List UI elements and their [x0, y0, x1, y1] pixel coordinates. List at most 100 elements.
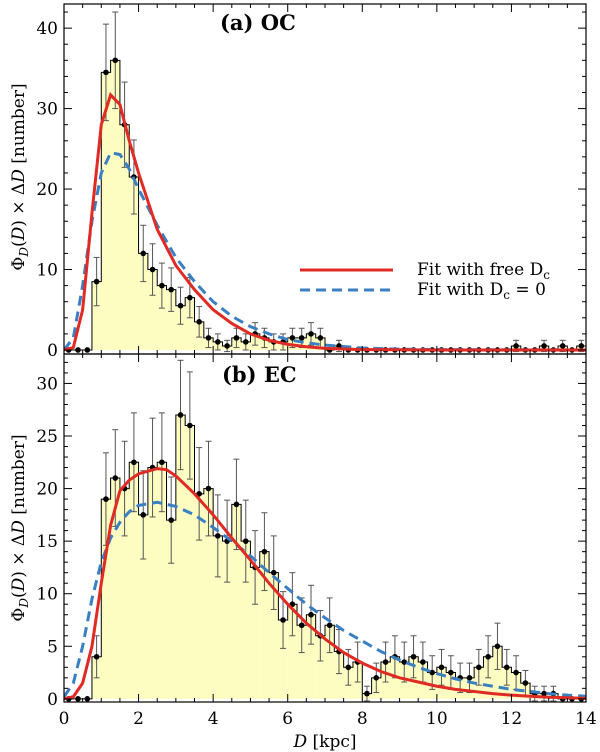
ylabel-ec: ΦD(D) × ΔD [number]	[9, 434, 31, 621]
histogram-bar	[278, 619, 288, 699]
data-point	[298, 335, 305, 341]
data-point	[103, 496, 109, 502]
data-point	[270, 569, 277, 576]
histogram-bar	[147, 467, 158, 699]
y-tick-label: 25	[36, 427, 58, 447]
x-tick-label: 2	[133, 709, 144, 729]
histogram-bar	[287, 604, 298, 699]
data-point	[298, 622, 305, 629]
y-tick-label: 5	[47, 637, 58, 657]
data-point	[205, 335, 212, 341]
histogram-bar	[334, 651, 344, 699]
data-point	[177, 302, 184, 309]
histogram-bar	[129, 176, 139, 350]
data-point	[233, 335, 240, 341]
data-point	[373, 675, 380, 681]
histogram-bar	[129, 462, 139, 699]
histogram-bar	[138, 514, 148, 699]
fit-curve-free-dc	[64, 467, 586, 701]
histogram-bar	[138, 253, 148, 350]
y-tick-label: 10	[36, 585, 58, 605]
data-point	[75, 347, 81, 353]
panel-oc: 0 10 20 30 40	[36, 3, 587, 361]
plot-area	[64, 359, 586, 702]
data-point	[93, 278, 100, 285]
data-point	[112, 57, 119, 64]
data-point	[578, 343, 585, 349]
x-tick-label: 12	[501, 709, 523, 729]
y-tick-label: 15	[36, 532, 58, 552]
data-point	[541, 343, 547, 349]
data-point	[168, 517, 174, 523]
legend: Fit with free Dc Fit with Dc = 0	[300, 260, 550, 302]
data-point	[140, 250, 147, 257]
data-point	[522, 680, 529, 686]
data-point	[503, 664, 510, 671]
y-tick-label: 20	[36, 180, 58, 200]
legend-label-free-dc: Fit with free Dc	[417, 260, 550, 282]
data-point	[177, 412, 184, 418]
histogram-bar	[259, 551, 270, 699]
histogram-bar	[194, 493, 204, 699]
data-point	[131, 459, 137, 466]
data-point	[159, 459, 165, 466]
histogram-bar	[157, 285, 167, 350]
data-point	[242, 538, 249, 544]
data-point	[420, 659, 426, 665]
data-point	[84, 696, 91, 702]
histogram-bar	[157, 462, 167, 699]
data-point	[261, 548, 268, 555]
svg-text:ΦD(D) × ΔD [number]: ΦD(D) × ΔD [number]	[9, 83, 31, 270]
histogram-bar	[203, 488, 214, 699]
data-point	[140, 512, 147, 518]
data-point	[196, 491, 202, 497]
data-point	[289, 335, 296, 341]
data-point	[466, 675, 473, 681]
data-point	[476, 664, 482, 671]
histogram-bar	[306, 614, 316, 699]
y-tick-label: 30	[36, 100, 58, 120]
fit-curve-free-dc	[64, 92, 586, 352]
data-point	[559, 343, 566, 349]
data-point	[242, 339, 249, 345]
y-tick-label: 20	[36, 480, 58, 500]
data-point	[410, 653, 417, 660]
data-point	[429, 669, 435, 676]
fit-curve-dc0	[64, 500, 586, 698]
svg-text:ΦD(D) × ΔD [number]: ΦD(D) × ΔD [number]	[9, 434, 31, 621]
x-tick-label: 6	[282, 709, 293, 729]
panel-title-ec: (b) EC	[222, 362, 297, 387]
x-tick-label: 8	[357, 709, 368, 729]
data-point	[485, 653, 491, 660]
x-tick-label: 14	[575, 709, 597, 729]
data-point	[345, 664, 352, 671]
data-point	[205, 485, 212, 492]
x-tick-label: 4	[208, 709, 219, 729]
data-point	[149, 266, 156, 273]
histogram-outline	[64, 414, 586, 700]
y-tick-label: 30	[36, 374, 58, 394]
x-tick-label: 10	[426, 709, 448, 729]
data-point	[513, 669, 519, 676]
histogram-bar	[166, 520, 176, 699]
data-point	[103, 69, 109, 76]
histogram-bar	[250, 567, 260, 699]
data-point	[187, 422, 193, 429]
data-point	[112, 475, 119, 481]
histogram-bar	[175, 414, 186, 699]
histogram-bar	[185, 425, 195, 699]
data-point	[364, 690, 370, 697]
data-point	[215, 533, 221, 539]
data-point	[215, 339, 221, 345]
y-tick-label: 10	[36, 261, 58, 281]
xlabel: D [kpc]	[292, 732, 356, 752]
legend-label-dc0: Fit with Dc = 0	[417, 280, 546, 302]
data-point	[438, 664, 445, 671]
data-point	[280, 617, 286, 623]
histogram-bar	[213, 535, 223, 699]
histogram-bar	[101, 499, 111, 699]
plot-area	[64, 11, 586, 353]
data-point	[84, 347, 91, 353]
histogram-bar	[269, 572, 279, 699]
